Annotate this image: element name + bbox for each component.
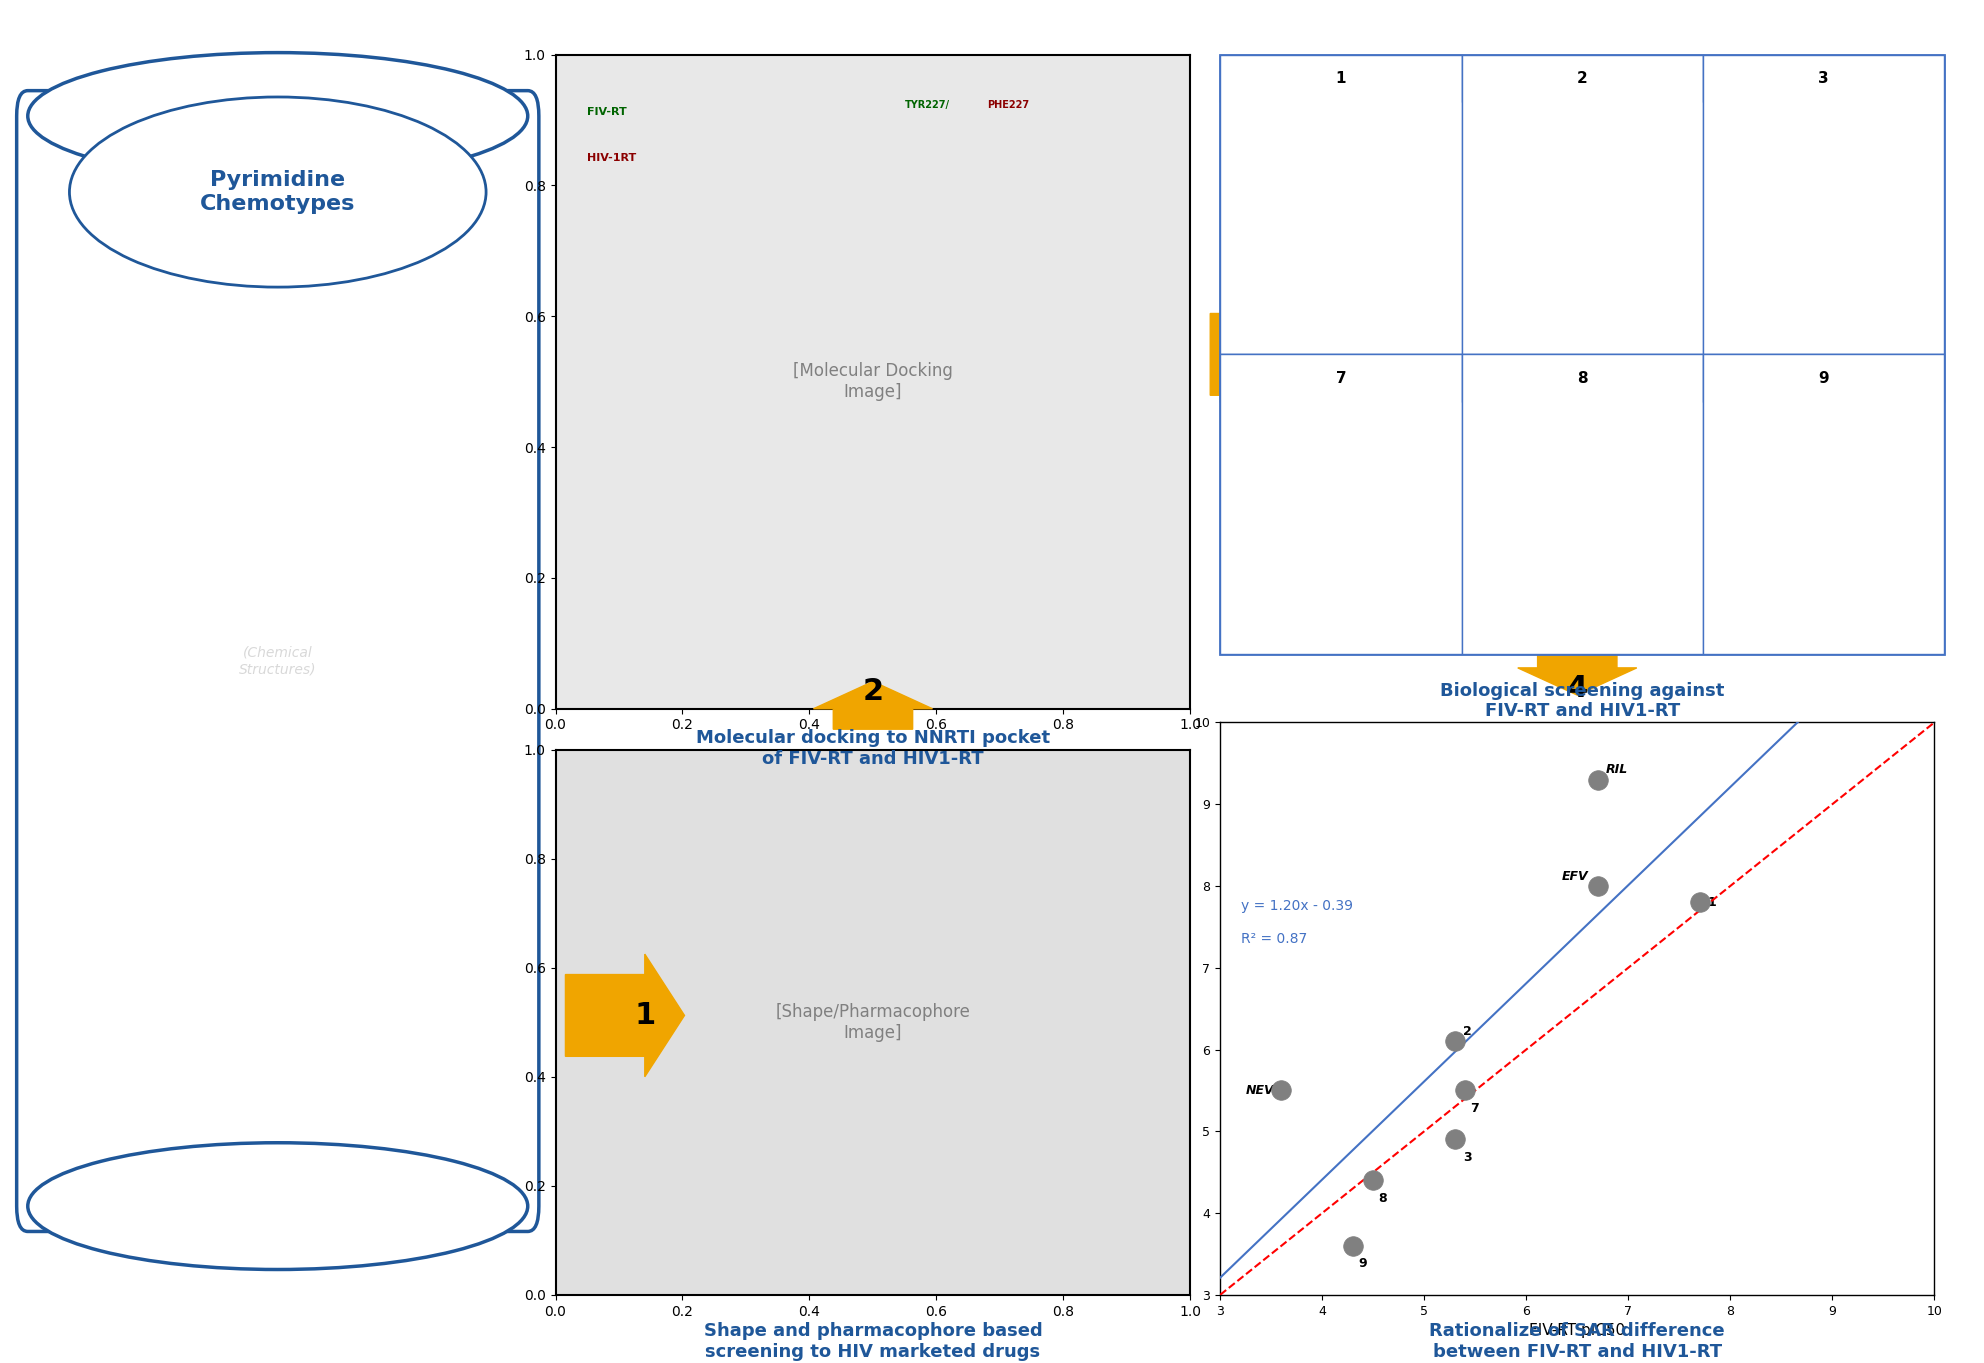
Point	[1438, 1030, 1470, 1052]
Text: 2: 2	[863, 677, 883, 706]
Text: PHE227: PHE227	[988, 101, 1030, 110]
Ellipse shape	[28, 1142, 528, 1269]
Title: IC₅₀ = 0.93 ± 0.007 μM: IC₅₀ = 0.93 ± 0.007 μM	[1542, 99, 1639, 108]
Point	[1337, 1235, 1369, 1257]
Text: RIL: RIL	[1605, 763, 1629, 777]
Text: 1: 1	[1335, 71, 1345, 86]
Y-axis label: % Relative Inhibition: % Relative Inhibition	[1222, 462, 1226, 519]
Point	[1266, 1079, 1298, 1101]
X-axis label: Log [1] (μM): Log [1] (μM)	[1331, 285, 1365, 290]
Text: (Chemical
Structures): (Chemical Structures)	[238, 646, 317, 676]
Point	[1684, 891, 1716, 913]
X-axis label: Log [7] (μM): Log [7] (μM)	[1331, 585, 1365, 590]
Text: Pyrimidine
Chemotypes: Pyrimidine Chemotypes	[200, 170, 355, 214]
Text: 9: 9	[1357, 1257, 1367, 1270]
Text: 1: 1	[635, 1000, 655, 1030]
Title: IC₅₀ = 47.70 ± 3.69 μM: IC₅₀ = 47.70 ± 3.69 μM	[1542, 399, 1639, 408]
Y-axis label: % Relative Inhibition: % Relative Inhibition	[1462, 462, 1468, 519]
Text: NEV: NEV	[1246, 1084, 1274, 1097]
Text: Shape and pharmacophore based
screening to HIV marketed drugs: Shape and pharmacophore based screening …	[704, 1322, 1042, 1360]
Ellipse shape	[28, 53, 528, 180]
Text: 8: 8	[1577, 371, 1587, 386]
Text: FIV-RT: FIV-RT	[587, 106, 627, 117]
Text: 3: 3	[1274, 339, 1296, 369]
Title: IC₅₀ = 0.014 ± 0.001 μM: IC₅₀ = 0.014 ± 0.001 μM	[1298, 99, 1401, 108]
FancyArrow shape	[1210, 293, 1319, 416]
FancyArrow shape	[565, 954, 684, 1077]
Text: 8: 8	[1379, 1191, 1387, 1205]
X-axis label: FIV-RT pIC50: FIV-RT pIC50	[1530, 1323, 1625, 1338]
Point	[1357, 1169, 1389, 1191]
Text: 2: 2	[1462, 1025, 1472, 1039]
X-axis label: Log [9] (μM): Log [9] (μM)	[1815, 585, 1849, 590]
FancyArrow shape	[1518, 654, 1637, 695]
X-axis label: Log [3] (μM): Log [3] (μM)	[1815, 285, 1849, 290]
Y-axis label: % Relative Inhibition: % Relative Inhibition	[1704, 462, 1710, 519]
Y-axis label: % Relative Inhibition: % Relative Inhibition	[1222, 162, 1226, 219]
Text: 7: 7	[1335, 371, 1347, 386]
Text: 3: 3	[1817, 71, 1829, 86]
X-axis label: Log [2] (μM): Log [2] (μM)	[1573, 285, 1607, 290]
Text: 7: 7	[1470, 1101, 1478, 1115]
Text: EFV: EFV	[1561, 870, 1589, 883]
Ellipse shape	[69, 97, 486, 288]
Text: 3: 3	[1462, 1150, 1472, 1164]
Text: 1: 1	[1708, 895, 1716, 909]
Text: HIV-1RT: HIV-1RT	[587, 153, 637, 162]
Point	[1581, 875, 1613, 897]
Title: IC₅₀ = 15.05 ± 2.90 μM: IC₅₀ = 15.05 ± 2.90 μM	[1300, 399, 1397, 408]
Point	[1581, 769, 1613, 791]
Text: 9: 9	[1817, 371, 1829, 386]
Title: IC₅₀ = 252.00 ± 6.68 μM: IC₅₀ = 252.00 ± 6.68 μM	[1780, 399, 1883, 408]
Text: Molecular docking to NNRTI pocket
of FIV-RT and HIV1-RT: Molecular docking to NNRTI pocket of FIV…	[696, 729, 1050, 767]
Y-axis label: HIV1-RT pIC50: HIV1-RT pIC50	[1175, 954, 1188, 1063]
Text: TYR227/: TYR227/	[905, 101, 950, 110]
Y-axis label: % Relative Inhibition: % Relative Inhibition	[1462, 162, 1468, 219]
Text: Biological screening against
FIV-RT and HIV1-RT: Biological screening against FIV-RT and …	[1440, 682, 1724, 720]
Point	[1438, 1129, 1470, 1150]
Text: [Molecular Docking
Image]: [Molecular Docking Image]	[794, 363, 952, 401]
Text: R² = 0.87: R² = 0.87	[1240, 932, 1307, 946]
Title: IC₅₀ = 3.09 ± 0.24 μM: IC₅₀ = 3.09 ± 0.24 μM	[1786, 99, 1877, 108]
Text: y = 1.20x - 0.39: y = 1.20x - 0.39	[1240, 900, 1353, 913]
Y-axis label: % Relative Inhibition: % Relative Inhibition	[1704, 162, 1710, 219]
FancyBboxPatch shape	[16, 90, 540, 1232]
Text: 4: 4	[1567, 673, 1587, 703]
FancyArrow shape	[813, 682, 932, 729]
Text: 2: 2	[1577, 71, 1587, 86]
Text: [Shape/Pharmacophore
Image]: [Shape/Pharmacophore Image]	[776, 1003, 970, 1041]
Point	[1448, 1079, 1480, 1101]
Text: Rationalize of SAR difference
between FIV-RT and HIV1-RT: Rationalize of SAR difference between FI…	[1428, 1322, 1726, 1360]
X-axis label: Log [8] (μM): Log [8] (μM)	[1573, 585, 1607, 590]
